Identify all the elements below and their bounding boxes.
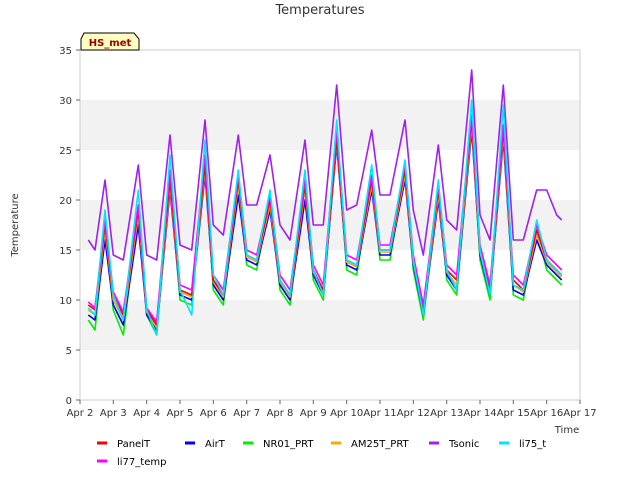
y-tick-label: 35 xyxy=(59,46,72,57)
station-badge: HS_met xyxy=(80,32,140,51)
legend-label: li77_temp xyxy=(117,457,166,468)
x-tick-label: Apr 5 xyxy=(167,408,194,419)
x-axis-ticks: Apr 2 Apr 3 Apr 4 Apr 5 Apr 6 Apr 7 Apr 8 Apr 9… xyxy=(67,400,597,419)
y-tick-label: 30 xyxy=(59,96,72,107)
x-tick-label: Apr 2 xyxy=(67,408,94,419)
legend-label: PanelT xyxy=(117,439,151,450)
y-tick-label: 0 xyxy=(66,396,72,407)
station-badge-label: HS_met xyxy=(89,38,132,49)
y-tick-label: 10 xyxy=(59,296,72,307)
x-tick-label: Apr 16 xyxy=(530,408,563,419)
x-axis-label: Time xyxy=(554,425,579,436)
plot-frame xyxy=(79,49,581,401)
chart-title: Temperatures xyxy=(274,3,364,18)
y-axis-ticks: 0 5 10 15 20 25 30 35 xyxy=(59,46,80,407)
grid-band xyxy=(80,50,580,100)
series-line-li75-t xyxy=(87,99,563,336)
y-axis-label: Temperature xyxy=(10,193,21,257)
legend-label: AirT xyxy=(205,439,226,450)
y-tick-label: 15 xyxy=(59,246,72,257)
legend: PanelT AirT NR01_PRT AM25T_PRT Tsonic li75_tl… xyxy=(97,439,546,468)
x-tick-label: Apr 12 xyxy=(397,408,430,419)
x-tick-label: Apr 10 xyxy=(330,408,363,419)
legend-label: NR01_PRT xyxy=(263,439,314,450)
x-tick-label: Apr 13 xyxy=(430,408,463,419)
x-tick-label: Apr 3 xyxy=(100,408,127,419)
x-tick-label: Apr 8 xyxy=(267,408,294,419)
series-lines xyxy=(87,69,563,336)
y-tick-label: 25 xyxy=(59,146,72,157)
x-tick-label: Apr 6 xyxy=(200,408,227,419)
x-tick-label: Apr 17 xyxy=(563,408,596,419)
grid-band xyxy=(80,300,580,350)
x-tick-label: Apr 7 xyxy=(233,408,260,419)
grid-band xyxy=(80,350,580,400)
legend-label: li75_t xyxy=(519,439,546,450)
x-tick-label: Apr 11 xyxy=(363,408,396,419)
x-tick-label: Apr 4 xyxy=(133,408,160,419)
y-tick-label: 5 xyxy=(66,346,72,357)
legend-label: AM25T_PRT xyxy=(351,439,410,450)
x-tick-label: Apr 14 xyxy=(463,408,496,419)
grid-band xyxy=(80,250,580,300)
station-badge-box xyxy=(80,32,140,51)
y-tick-label: 20 xyxy=(59,196,72,207)
x-tick-label: Apr 9 xyxy=(300,408,327,419)
grid-band xyxy=(80,100,580,150)
legend-label: Tsonic xyxy=(448,439,479,450)
series-line-tsonic xyxy=(87,69,563,261)
x-tick-label: Apr 15 xyxy=(497,408,530,419)
